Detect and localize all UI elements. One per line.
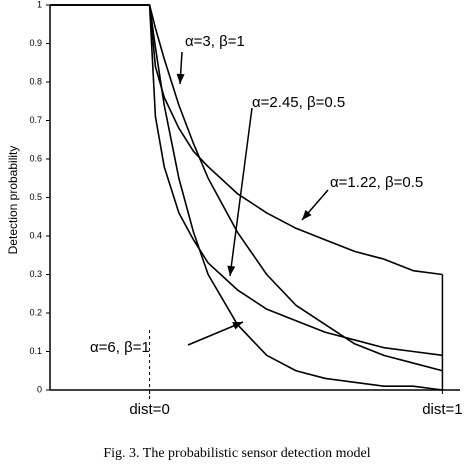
y-tick-label: 0.8 <box>29 76 42 86</box>
y-tick-label: 0.2 <box>29 307 42 317</box>
arrow-head <box>232 322 243 330</box>
series-label: α=1.22, β=0.5 <box>330 174 423 191</box>
arrow-head <box>176 73 185 84</box>
y-tick-label: 0 <box>37 384 42 394</box>
series-label: α=3, β=1 <box>185 33 245 50</box>
arrow-head <box>227 265 236 276</box>
curve <box>50 4 443 372</box>
series-label: α=2.45, β=0.5 <box>252 94 345 111</box>
arrow-shaft <box>229 107 253 277</box>
y-tick-label: 0.6 <box>29 153 42 163</box>
y-tick-label: 0.7 <box>29 115 42 125</box>
y-tick-label: 1 <box>37 0 42 9</box>
series-label: α=6, β=1 <box>90 339 150 356</box>
y-tick-label: 0.3 <box>29 269 42 279</box>
arrow-head <box>302 209 312 220</box>
y-tick-label: 0.1 <box>29 346 42 356</box>
curve <box>50 4 443 276</box>
x-tick-label: dist=1 <box>422 401 462 418</box>
y-tick-label: 0.4 <box>29 230 42 240</box>
curve <box>50 4 443 391</box>
x-tick-label: dist=0 <box>129 401 169 418</box>
y-axis-label: Detection probability <box>6 146 20 255</box>
y-tick-label: 0.9 <box>29 38 42 48</box>
y-tick-label: 0.5 <box>29 192 42 202</box>
caption: Fig. 3. The probabilistic sensor detecti… <box>103 446 370 461</box>
curve <box>50 4 443 357</box>
